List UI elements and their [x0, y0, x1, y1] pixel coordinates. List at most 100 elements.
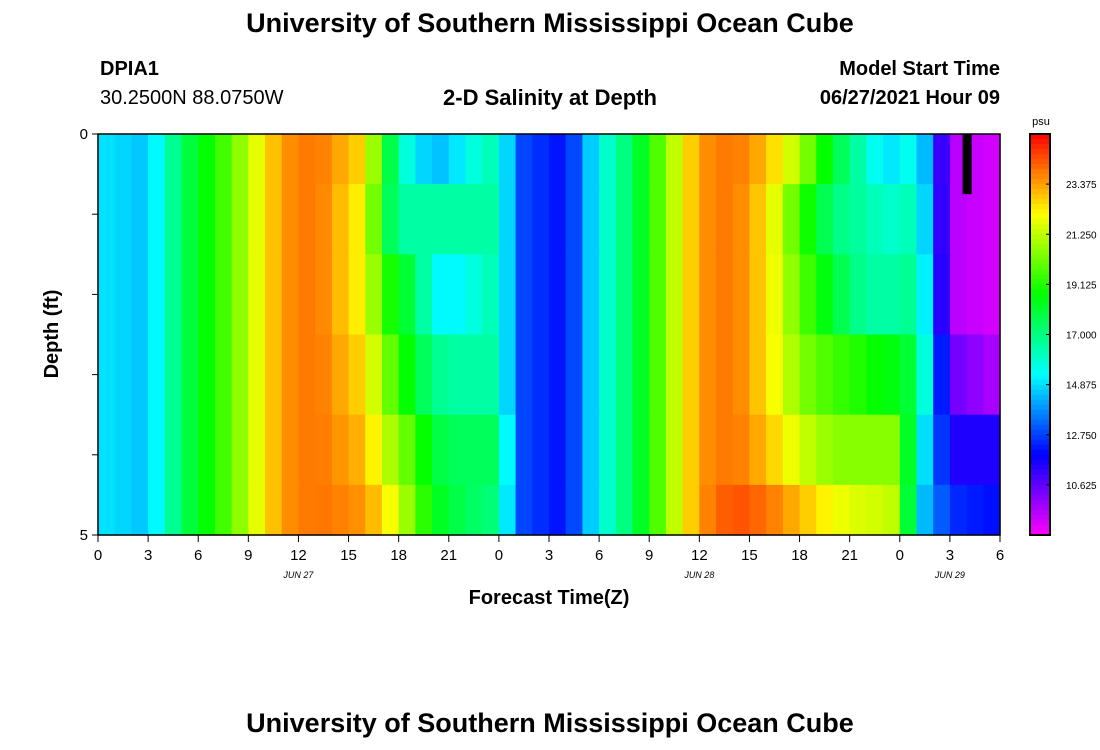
- heatmap-cell: [248, 254, 266, 336]
- colorbar-swatch: [1030, 394, 1050, 401]
- colorbar-swatch: [1030, 414, 1050, 421]
- heatmap-cell: [348, 134, 366, 185]
- colorbar-swatch: [1030, 174, 1050, 180]
- heatmap-cell: [348, 184, 366, 255]
- heatmap-cell: [214, 184, 233, 255]
- colorbar-swatch: [1030, 184, 1050, 190]
- heatmap-cell: [899, 334, 918, 416]
- heatmap-cell: [482, 134, 500, 185]
- heatmap-cell: [381, 254, 400, 336]
- heatmap-cell: [716, 484, 734, 536]
- heatmap-cell: [331, 484, 350, 536]
- heatmap-cell: [365, 254, 383, 336]
- heatmap-cell: [315, 414, 333, 486]
- heatmap-cell: [749, 184, 767, 255]
- x-tick-label: 3: [946, 547, 954, 564]
- heatmap-cell: [381, 334, 400, 416]
- heatmap-cell: [949, 484, 968, 536]
- heatmap-cell: [899, 184, 918, 255]
- heatmap-cell: [515, 134, 533, 185]
- colorbar-swatch: [1030, 384, 1050, 391]
- x-axis: 0 3 6 9 12 15 18 21 0 3 6 9 12 15 18 21 0 3 6: [94, 535, 1004, 564]
- heatmap-cell: [281, 414, 300, 486]
- heatmap-cell: [198, 184, 216, 255]
- date-label: JUN 29: [934, 570, 965, 580]
- heatmap-cell: [582, 414, 600, 486]
- heatmap-cell: [699, 414, 717, 486]
- heatmap-cell: [415, 414, 433, 486]
- colorbar-swatch: [1030, 274, 1050, 280]
- colorbar-swatch: [1030, 134, 1050, 140]
- heatmap-cell: [966, 484, 984, 536]
- colorbar-swatch: [1030, 409, 1050, 416]
- heatmap-cell: [148, 334, 166, 416]
- heatmap-cell: [381, 184, 400, 255]
- heatmap-cell: [265, 334, 283, 416]
- heatmap-cell: [799, 184, 817, 255]
- heatmap-cell: [98, 334, 116, 416]
- heatmap-cell: [482, 184, 500, 255]
- heatmap-cell: [365, 184, 383, 255]
- colorbar-swatch: [1030, 309, 1050, 316]
- heatmap-cell: [966, 254, 984, 336]
- heatmap-cell: [782, 414, 801, 486]
- heatmap-cell: [565, 334, 584, 416]
- heatmap-cell: [649, 184, 667, 255]
- colorbar-swatch: [1030, 279, 1050, 285]
- heatmap-cell: [599, 184, 617, 255]
- heatmap-cell: [899, 134, 918, 185]
- heatmap-cell: [515, 334, 533, 416]
- colorbar-swatch: [1030, 379, 1050, 386]
- heatmap-cell: [682, 134, 700, 185]
- colorbar-tick-label: 12.750: [1066, 431, 1097, 442]
- heatmap-cell: [933, 184, 951, 255]
- heatmap-cell: [498, 334, 517, 416]
- heatmap-cell: [866, 254, 884, 336]
- colorbar-swatch: [1030, 519, 1050, 526]
- heatmap-cell: [665, 334, 684, 416]
- heatmap-cell: [315, 254, 333, 336]
- heatmap-cell: [599, 334, 617, 416]
- colorbar-swatch: [1030, 369, 1050, 376]
- x-tick-label: 6: [996, 547, 1004, 564]
- heatmap-cell: [883, 254, 901, 336]
- colorbar-swatch: [1030, 454, 1050, 461]
- heatmap-cell: [866, 334, 884, 416]
- colorbar-swatch: [1030, 524, 1050, 531]
- heatmap-cell: [766, 414, 784, 486]
- heatmap-cell: [281, 134, 300, 185]
- y-axis: 05: [80, 126, 98, 544]
- colorbar-unit: psu: [1032, 116, 1050, 128]
- heatmap-cell: [315, 134, 333, 185]
- colorbar-swatch: [1030, 259, 1050, 265]
- heatmap-cell: [398, 484, 416, 536]
- heatmap-cell: [816, 184, 834, 255]
- heatmap-cell: [98, 184, 116, 255]
- heatmap-cell: [599, 484, 617, 536]
- heatmap-cell: [248, 184, 266, 255]
- colorbar-swatch: [1030, 424, 1050, 431]
- heatmap-cell: [114, 484, 133, 536]
- colorbar-swatch: [1030, 199, 1050, 205]
- heatmap-cell: [549, 134, 567, 185]
- heatmap-cell: [265, 254, 283, 336]
- colorbar-swatch: [1030, 429, 1050, 436]
- heatmap-cell: [114, 184, 133, 255]
- heatmap-cell: [582, 184, 600, 255]
- heatmap-cell: [164, 254, 183, 336]
- heatmap-cell: [365, 414, 383, 486]
- heatmap-cell: [799, 414, 817, 486]
- heatmap-cell: [532, 134, 550, 185]
- colorbar-swatch: [1030, 254, 1050, 260]
- heatmap-cell: [348, 254, 366, 336]
- heatmap-cell: [231, 254, 249, 336]
- x-tick-label: 3: [545, 547, 553, 564]
- heatmap-cell: [866, 484, 884, 536]
- heatmap-cell: [866, 184, 884, 255]
- heatmap-cell: [498, 134, 517, 185]
- heatmap-cell: [131, 184, 149, 255]
- heatmap-cell: [749, 254, 767, 336]
- heatmap-cell: [114, 334, 133, 416]
- heatmap-cell: [782, 254, 801, 336]
